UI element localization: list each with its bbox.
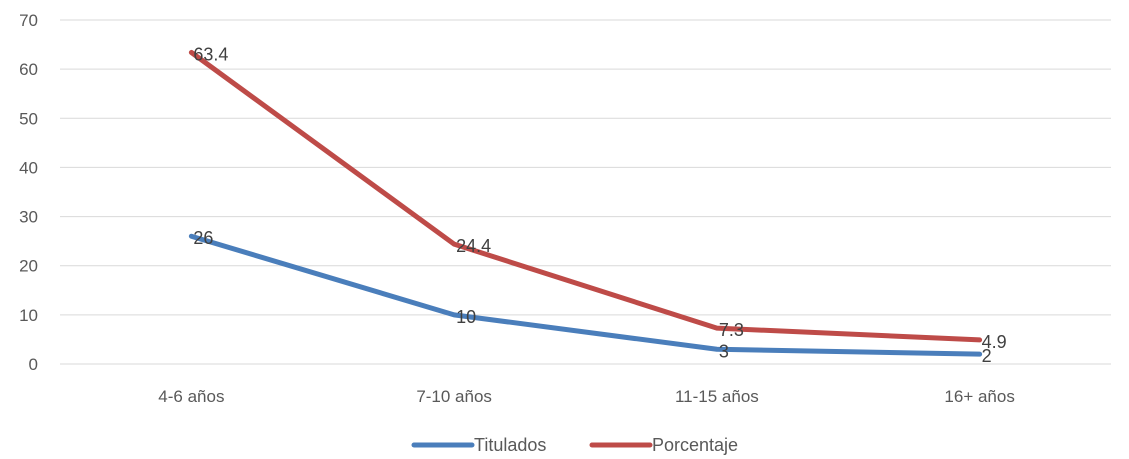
data-label-titulados: 2: [982, 346, 992, 366]
y-tick-label: 70: [19, 11, 38, 30]
data-label-porcentaje: 7.3: [719, 320, 744, 340]
data-label-porcentaje: 4.9: [982, 332, 1007, 352]
x-axis-ticks: 4-6 años 7-10 años 11-15 años 16+ años: [158, 387, 1015, 406]
legend: Titulados Porcentaje: [411, 435, 738, 455]
y-tick-label: 50: [19, 109, 38, 128]
data-label-titulados: 3: [719, 341, 729, 361]
y-tick-label: 20: [19, 257, 38, 276]
data-label-porcentaje: 24.4: [456, 236, 491, 256]
legend-label-titulados: Titulados: [474, 435, 546, 455]
x-tick-label: 7-10 años: [416, 387, 492, 406]
series-lines: [188, 49, 983, 357]
y-axis-ticks: 0 10 20 30 40 50 60 70: [19, 11, 38, 374]
y-tick-label: 0: [29, 355, 38, 374]
series-line-titulados: [188, 233, 983, 357]
data-label-titulados: 10: [456, 307, 476, 327]
x-tick-label: 16+ años: [944, 387, 1014, 406]
y-tick-label: 30: [19, 208, 38, 227]
x-tick-label: 11-15 años: [675, 387, 759, 406]
data-label-porcentaje: 63.4: [193, 44, 228, 64]
gridlines: [60, 19, 1111, 365]
y-tick-label: 10: [19, 306, 38, 325]
legend-label-porcentaje: Porcentaje: [652, 435, 738, 455]
y-tick-label: 40: [19, 158, 38, 177]
y-tick-label: 60: [19, 60, 38, 79]
x-tick-label: 4-6 años: [158, 387, 224, 406]
data-labels: 26 10 3 2 63.4 24.4 7.3 4.9: [193, 44, 1006, 366]
series-line-porcentaje: [188, 49, 983, 343]
data-label-titulados: 26: [193, 228, 213, 248]
